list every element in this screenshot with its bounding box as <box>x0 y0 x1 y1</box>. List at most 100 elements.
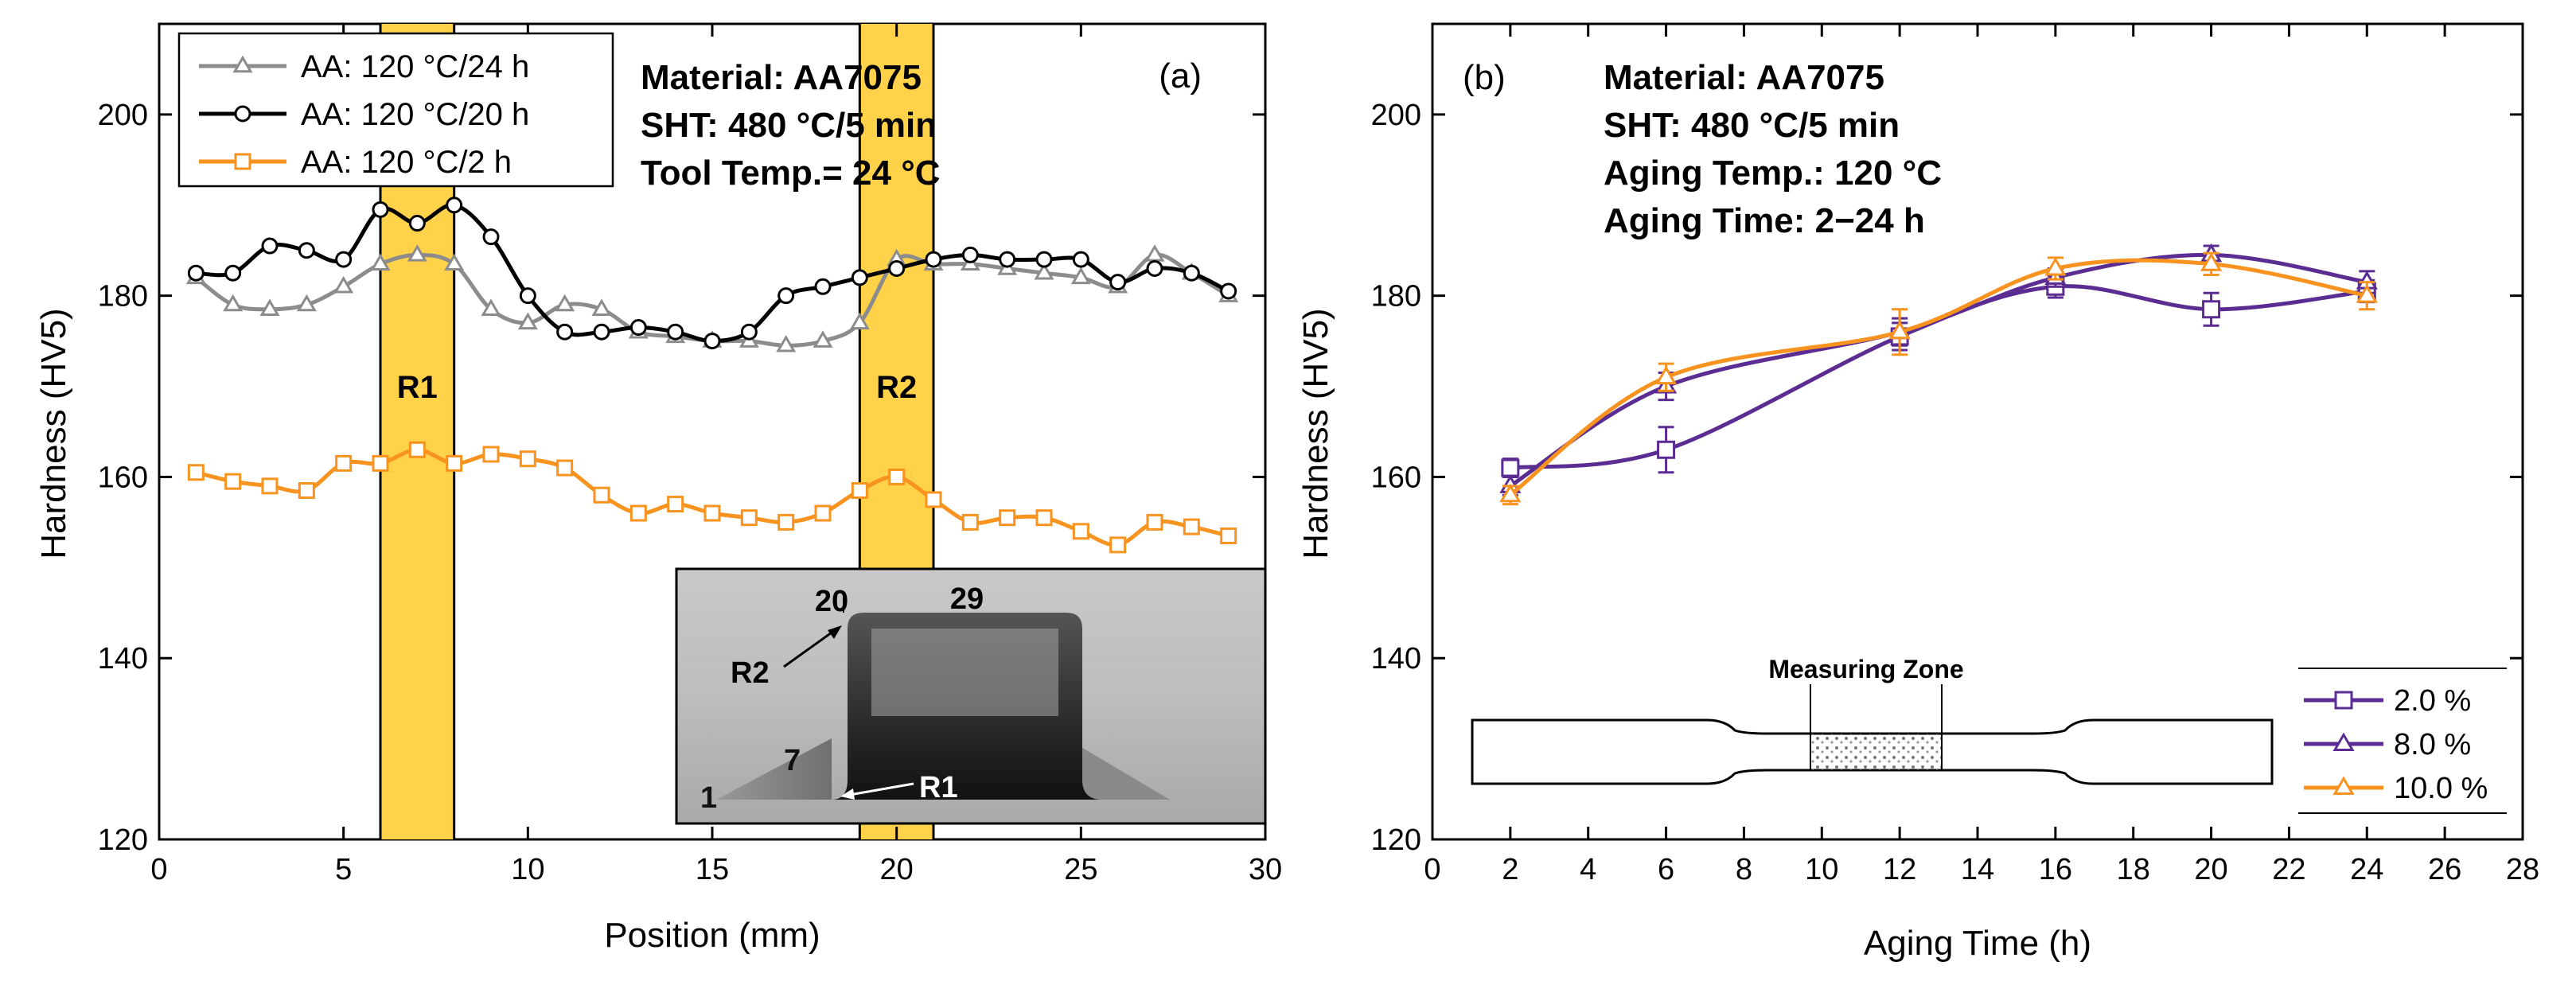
x-tick-label: 25 <box>1064 853 1097 886</box>
data-point <box>519 287 536 305</box>
legend-swatch-marker <box>234 105 251 123</box>
data-point <box>667 323 684 341</box>
series-line <box>1509 252 2368 488</box>
data-point <box>667 496 684 513</box>
x-tick-label: 15 <box>696 853 729 886</box>
data-point <box>740 323 758 341</box>
data-point <box>333 275 354 294</box>
data-point <box>259 298 280 316</box>
right-flange <box>1066 738 1170 800</box>
series-line <box>196 203 1230 344</box>
data-point <box>888 468 906 485</box>
data-point <box>1146 513 1163 531</box>
data-point <box>1072 251 1089 268</box>
inset-label-29: 29 <box>950 582 984 616</box>
y-tick-label: 140 <box>1371 642 1421 675</box>
x-tick-label: 14 <box>1961 853 1994 886</box>
data-point <box>261 477 279 495</box>
arrow-r1 <box>844 782 914 797</box>
data-point <box>372 201 389 218</box>
series-layer-b <box>1499 243 2378 506</box>
x-axis-label-b: Aging Time (h) <box>1864 924 2091 963</box>
legend-swatch-marker <box>232 55 253 73</box>
data-point <box>961 513 979 531</box>
data-point <box>444 253 465 271</box>
annotation-tool-temp: Tool Temp.= 24 °C <box>641 154 941 193</box>
data-point <box>1654 365 1678 385</box>
y-axis-label-a: Hardness (HV5) <box>34 308 73 559</box>
legend-entry: 10.0 % <box>2394 772 2488 805</box>
data-point <box>1109 274 1127 291</box>
data-point <box>888 260 906 277</box>
data-point <box>224 264 242 282</box>
legend-swatch-marker <box>2332 732 2355 751</box>
data-point <box>849 312 870 330</box>
data-point <box>298 242 315 259</box>
x-tick-label: 26 <box>2428 853 2461 886</box>
legend-entry: AA: 120 °C/2 h <box>301 145 512 180</box>
data-point <box>777 287 795 305</box>
data-point <box>999 251 1016 268</box>
data-point <box>1035 251 1053 268</box>
panel-label-b: (b) <box>1463 58 1506 97</box>
legend-entry: 2.0 % <box>2394 684 2471 718</box>
y-tick-label: 200 <box>1371 99 1421 132</box>
x-tick-label: 0 <box>150 853 167 886</box>
x-tick-label: 0 <box>1424 853 1440 886</box>
data-point <box>187 264 205 282</box>
x-tick-label: 12 <box>1883 853 1916 886</box>
series-line <box>1510 284 2368 470</box>
y-tick-label: 180 <box>98 280 148 313</box>
data-point <box>2200 252 2223 271</box>
data-point <box>999 509 1016 527</box>
data-point <box>1501 458 1520 477</box>
legend-swatch-marker <box>234 153 251 170</box>
arrow-r1-head <box>840 788 855 800</box>
data-point <box>740 509 758 527</box>
data-point <box>407 244 427 262</box>
panel-label-a: (a) <box>1159 56 1202 95</box>
series-line <box>1509 258 2368 497</box>
legend-entry: AA: 120 °C/24 h <box>301 49 529 84</box>
data-point <box>777 513 795 531</box>
data-point <box>1035 509 1053 527</box>
data-point <box>481 298 501 316</box>
data-point <box>224 473 242 490</box>
region-label: R2 <box>876 370 917 405</box>
arrow-r2 <box>783 627 838 668</box>
x-tick-label: 10 <box>1805 853 1838 886</box>
data-point <box>2044 257 2067 276</box>
x-tick-label: 18 <box>2117 853 2150 886</box>
data-point <box>446 197 463 214</box>
data-point <box>1888 320 1911 340</box>
data-point <box>2202 300 2221 319</box>
data-point <box>1072 523 1089 540</box>
series-layer-a <box>185 197 1239 554</box>
data-point <box>629 319 647 337</box>
x-tick-label: 16 <box>2039 853 2072 886</box>
annotation-aging-time: Aging Time: 2−24 h <box>1604 201 1925 240</box>
data-point <box>335 251 353 268</box>
data-point <box>591 298 612 316</box>
x-tick-label: 6 <box>1658 853 1674 886</box>
legend-swatch-marker <box>2334 691 2353 710</box>
data-point <box>1183 264 1200 282</box>
data-point <box>408 215 426 232</box>
data-point <box>556 459 574 477</box>
data-point <box>1109 536 1127 554</box>
region-label: R1 <box>397 370 438 405</box>
tensile-specimen: Measuring Zone <box>1471 655 2274 785</box>
data-point <box>1146 260 1163 277</box>
y-axis-label-b: Hardness (HV5) <box>1296 308 1335 559</box>
x-tick-label: 20 <box>880 853 914 886</box>
data-point <box>2356 284 2378 303</box>
data-point <box>851 269 868 286</box>
data-point <box>1183 518 1200 535</box>
data-point <box>813 330 833 348</box>
data-point <box>1070 267 1091 285</box>
x-tick-label: 8 <box>1736 853 1752 886</box>
data-point <box>446 454 463 472</box>
